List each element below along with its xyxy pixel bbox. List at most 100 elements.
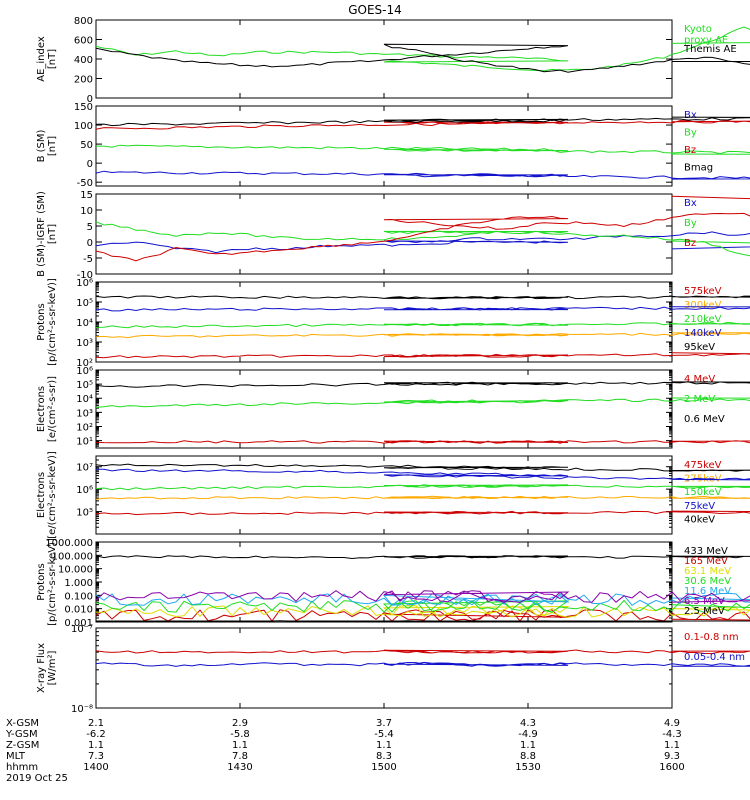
series-line-6-5-mev — [95, 590, 750, 604]
x-row-label: Z-GSM — [6, 740, 39, 751]
legend-entry-line: 95keV — [684, 342, 715, 353]
panel-xray: 10⁻⁸ 10⁻⁷ X-ray Flux[W/m²] 0.1-0.8 nm 0.05-0… — [36, 624, 750, 715]
legend-entry-line: 433 MeV — [684, 546, 728, 557]
legend-entry-line: Themis AE — [683, 44, 737, 55]
x-row-value: -4.3 — [662, 729, 682, 740]
x-row-value: 9.3 — [664, 751, 680, 762]
legend-entry: Bz — [684, 145, 696, 156]
y-axis-label: Electrons[e/(cm²-s-sr)] — [36, 376, 58, 442]
x-row-value: -4.9 — [518, 729, 538, 740]
legend-entry: 63.1 MeV — [684, 566, 731, 577]
legend-entry: 11.6 MeV — [684, 586, 731, 597]
legend-entry: 0.05-0.4 nm — [684, 652, 745, 663]
y-axis-label: B (SM)[nT] — [36, 129, 58, 162]
x-row-value: 3.7 — [376, 718, 392, 729]
legend-entry-line: By — [684, 128, 697, 139]
y-tick-label: 0 — [87, 238, 93, 249]
x-row-value: 1.1 — [232, 740, 248, 751]
panel-frame — [95, 193, 673, 275]
legend-entry: Kyoto proxy AE — [684, 24, 728, 46]
y-tick-label: 10⁶ — [76, 366, 93, 377]
y-tick-label: 50 — [80, 140, 93, 151]
legend-entry-line: 575keV — [684, 286, 722, 297]
series-line-575kev — [95, 352, 750, 359]
series-line-433-mev — [95, 555, 750, 560]
legend-entry: Bx — [684, 198, 697, 209]
x-row-value: 1600 — [659, 762, 684, 773]
y-tick-label: 10⁵ — [76, 508, 93, 519]
legend-entry-line: Bmag — [684, 163, 713, 174]
series-line-210kev — [95, 321, 750, 329]
y-tick-label: 10 — [80, 206, 93, 217]
y-axis-label: X-ray Flux[W/m²] — [36, 643, 58, 693]
y-tick-label: 5 — [87, 222, 93, 233]
y-tick-label: 100.000 — [52, 551, 93, 562]
y-tick-label: 150 — [74, 102, 93, 113]
y-tick-label: 0.100 — [64, 591, 93, 602]
y-axis-label-line: [p/(cm²-s-sr-keV)] — [47, 538, 58, 626]
y-axis-label-line: [nT] — [47, 136, 58, 156]
x-row-value: 7.8 — [232, 751, 248, 762]
y-axis-label-line: Electrons — [36, 386, 47, 432]
legend-entry-line: 150keV — [684, 487, 722, 498]
legend-entry: Bmag — [684, 163, 713, 174]
x-row-label: X-GSM — [6, 718, 39, 729]
y-axis-label-line: X-ray Flux — [36, 643, 47, 693]
y-tick-label: 10⁴ — [76, 394, 93, 405]
legend-entry: 40keV — [684, 514, 715, 525]
series-line-bz — [95, 120, 750, 130]
y-tick-label: 1000.000 — [45, 538, 93, 549]
x-row-value: 4.9 — [664, 718, 680, 729]
x-row-value: 2.1 — [88, 718, 104, 729]
legend-entry-line: Bx — [684, 198, 697, 209]
series-line-2-mev — [95, 397, 750, 408]
legend-entry: 475keV — [684, 460, 722, 471]
y-tick-label: -10 — [77, 270, 93, 281]
legend-entry-line: 63.1 MeV — [684, 566, 731, 577]
series-line-bz — [95, 195, 750, 262]
x-row-value: 2.9 — [232, 718, 248, 729]
y-axis-label: Protons[p/(cm²-s-sr-keV)] — [36, 278, 58, 366]
x-axis-table: X-GSM 2.1 2.9 3.7 4.3 4.9 Y-GSM -6.2 -5.8 -5.4 -4.… — [5, 718, 685, 784]
panel-frame — [95, 369, 673, 449]
legend-entry-line: 300keV — [684, 300, 722, 311]
legend-entry-line: 6.5 MeV — [684, 596, 725, 607]
legend-entry: Bx — [684, 110, 697, 121]
legend-entry: 210keV — [684, 314, 722, 325]
legend-entry: By — [684, 128, 697, 139]
x-row-value: 4.3 — [520, 718, 536, 729]
legend-entry-line: Bz — [684, 238, 696, 249]
legend-entry: 140keV — [684, 328, 722, 339]
y-tick-label: 10⁶ — [76, 278, 93, 289]
y-tick-label: 10¹ — [76, 437, 93, 448]
series-line-140kev — [95, 306, 750, 312]
series-line-475kev — [95, 510, 750, 516]
legend-entry-line: 0.1-0.8 nm — [684, 632, 739, 643]
x-row-value: 7.3 — [88, 751, 104, 762]
y-axis-label: Electrons[e/(cm²-s-sr-keV)] — [36, 451, 58, 539]
y-tick-label: 10⁵ — [76, 298, 93, 309]
x-row-value: 1.1 — [664, 740, 680, 751]
y-axis-label: Protons[p/(cm²-s-sr-keV)] — [36, 538, 58, 626]
panel-protons: 10² 10³ 10⁴ 10⁵ 10⁶ Protons[p/(cm²-s-sr-keV)]… — [36, 278, 750, 369]
legend-entry-line: By — [684, 218, 697, 229]
series-line-150kev — [95, 484, 750, 491]
legend-entry: 165 MeV — [684, 556, 728, 567]
legend-entry-line: 2 MeV — [684, 394, 715, 405]
y-tick-label: 0 — [87, 94, 93, 105]
x-row-value: 1.1 — [520, 740, 536, 751]
y-tick-label: 10⁻⁸ — [71, 704, 93, 715]
series-line-0-05-0-4-nm — [95, 661, 750, 667]
y-tick-label: 15 — [80, 190, 93, 201]
y-tick-label: 600 — [74, 36, 93, 47]
series-line-95kev — [95, 295, 750, 300]
legend-entry: 2.5 MeV — [684, 606, 725, 617]
legend-entry: 575keV — [684, 286, 722, 297]
y-tick-label: 100 — [74, 121, 93, 132]
y-axis-label-line: [e/(cm²-s-sr)] — [47, 376, 58, 442]
y-axis-label-line: [nT] — [47, 49, 58, 69]
x-row-value: -5.8 — [230, 729, 250, 740]
panel-bigrf: -10 -5 0 5 10 15 B (SM)-IGRF (SM)[nT] Bx By Bz — [36, 190, 750, 281]
legend-entry: 433 MeV — [684, 546, 728, 557]
